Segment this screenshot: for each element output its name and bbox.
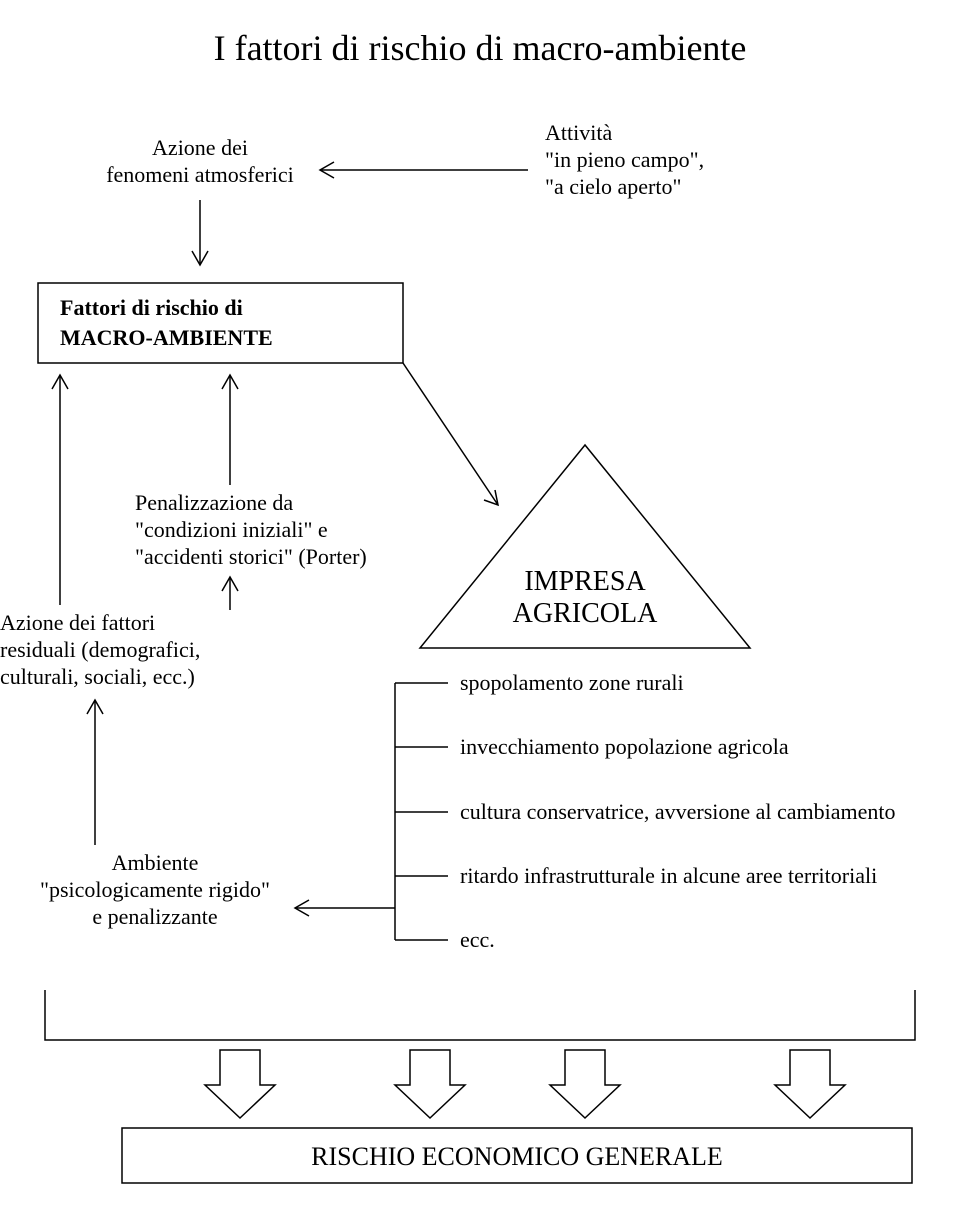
wide-bracket — [45, 990, 915, 1040]
residuali-line3: culturali, sociali, ecc.) — [0, 664, 195, 689]
penalizzazione-line1: Penalizzazione da — [135, 490, 293, 515]
diagram-canvas: I fattori di rischio di macro-ambiente A… — [0, 0, 960, 1207]
top-right-line2: "in pieno campo", — [545, 147, 704, 172]
bullet-2: invecchiamento popolazione agricola — [460, 734, 789, 759]
penalizzazione-line3: "accidenti storici" (Porter) — [135, 544, 367, 569]
impresa-line1: IMPRESA — [524, 566, 646, 597]
bullet-3: cultura conservatrice, avversione al cam… — [460, 799, 896, 824]
arrow-macro-to-impresa — [403, 363, 498, 505]
macro-box-line1: Fattori di rischio di — [60, 295, 243, 320]
residuali-line1: Azione dei fattori — [0, 610, 155, 635]
top-left-line1: Azione dei — [152, 135, 248, 160]
macro-box-line2: MACRO-AMBIENTE — [60, 325, 273, 350]
block-arrow-4 — [775, 1050, 845, 1118]
residuali-line2: residuali (demografici, — [0, 637, 200, 662]
bullet-1: spopolamento zone rurali — [460, 670, 684, 695]
ambiente-line2: "psicologicamente rigido" — [40, 877, 270, 902]
top-right-line3: "a cielo aperto" — [545, 174, 681, 199]
penalizzazione-line2: "condizioni iniziali" e — [135, 517, 328, 542]
ambiente-line3: e penalizzante — [92, 904, 217, 929]
page-title: I fattori di rischio di macro-ambiente — [214, 28, 747, 68]
ambiente-line1: Ambiente — [112, 850, 199, 875]
top-right-line1: Attività — [545, 120, 612, 145]
impresa-line2: AGRICOLA — [513, 598, 658, 629]
block-arrow-2 — [395, 1050, 465, 1118]
bullet-5: ecc. — [460, 927, 495, 952]
top-left-line2: fenomeni atmosferici — [106, 162, 294, 187]
bottom-box-label: RISCHIO ECONOMICO GENERALE — [311, 1142, 723, 1171]
block-arrow-3 — [550, 1050, 620, 1118]
block-arrow-1 — [205, 1050, 275, 1118]
bullet-4: ritardo infrastrutturale in alcune aree … — [460, 863, 877, 888]
